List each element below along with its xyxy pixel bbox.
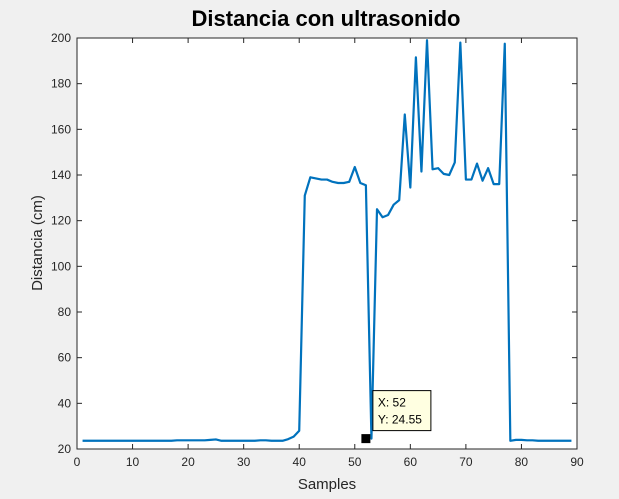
y-tick-label: 20 — [58, 442, 72, 456]
datatip-y-text: Y: 24.55 — [378, 413, 422, 427]
y-tick-label: 200 — [51, 31, 71, 45]
x-tick-label: 90 — [570, 455, 584, 469]
datatip-box[interactable]: X: 52 Y: 24.55 — [372, 390, 432, 432]
axis-ticks — [76, 37, 578, 450]
datatip-marker[interactable] — [361, 434, 371, 444]
y-tick-label: 120 — [51, 214, 71, 228]
x-tick-label: 60 — [404, 455, 418, 469]
x-axis-label: Samples — [298, 476, 356, 493]
axis-tick-labels: 0 10 20 30 40 50 60 70 80 90 20 40 60 80 100 120 140 160 1… — [51, 31, 584, 469]
x-tick-label: 20 — [181, 455, 195, 469]
y-axis-label: Distancia (cm) — [29, 195, 46, 291]
y-tick-label: 80 — [58, 305, 72, 319]
datatip-background — [372, 390, 432, 432]
x-tick-label: 70 — [459, 455, 473, 469]
series-line — [82, 39, 572, 442]
x-tick-label: 50 — [348, 455, 362, 469]
plot-area[interactable] — [76, 37, 578, 450]
x-tick-label: 30 — [237, 455, 251, 469]
y-tick-label: 60 — [58, 351, 72, 365]
x-tick-label: 40 — [293, 455, 307, 469]
chart-title: Distancia con ultrasonido — [192, 6, 461, 31]
y-tick-label: 160 — [51, 122, 71, 136]
y-tick-label: 140 — [51, 168, 71, 182]
x-tick-label: 80 — [515, 455, 529, 469]
x-tick-label: 10 — [126, 455, 140, 469]
y-tick-label: 180 — [51, 77, 71, 91]
x-tick-label: 0 — [74, 455, 81, 469]
datatip-x-text: X: 52 — [378, 396, 406, 410]
y-tick-label: 40 — [58, 396, 72, 410]
y-tick-label: 100 — [51, 259, 71, 273]
